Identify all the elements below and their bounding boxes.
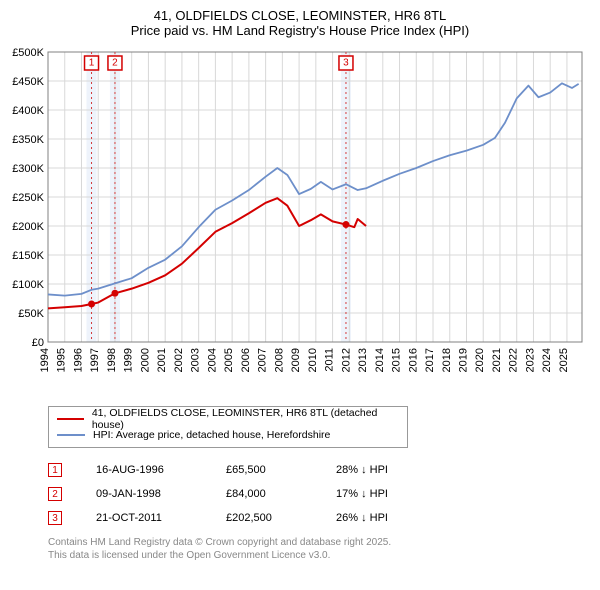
x-tick-label: 2009 xyxy=(290,348,302,372)
sales-row: 2 09-JAN-1998£84,00017% ↓ HPI xyxy=(48,482,600,506)
x-tick-label: 2017 xyxy=(424,348,436,372)
x-tick-label: 2024 xyxy=(541,348,553,372)
x-tick-label: 2010 xyxy=(307,348,319,372)
legend-swatch xyxy=(57,434,85,436)
sale-marker-icon: 2 xyxy=(48,487,62,501)
y-tick-label: £0 xyxy=(32,337,44,349)
x-tick-label: 2006 xyxy=(240,348,252,372)
x-tick-label: 2004 xyxy=(206,348,218,372)
x-tick-label: 2015 xyxy=(391,348,403,372)
x-tick-label: 1996 xyxy=(72,348,84,372)
x-tick-label: 2014 xyxy=(374,348,386,372)
x-tick-label: 1998 xyxy=(106,348,118,372)
x-tick-label: 1997 xyxy=(89,348,101,372)
sale-price: £65,500 xyxy=(226,464,336,476)
legend-label: 41, OLDFIELDS CLOSE, LEOMINSTER, HR6 8TL… xyxy=(92,407,399,431)
y-tick-label: £50K xyxy=(18,308,44,320)
series-marker xyxy=(342,221,349,228)
x-tick-label: 2021 xyxy=(491,348,503,372)
x-tick-label: 2019 xyxy=(457,348,469,372)
sale-price: £202,500 xyxy=(226,512,336,524)
legend: 41, OLDFIELDS CLOSE, LEOMINSTER, HR6 8TL… xyxy=(48,406,408,448)
x-tick-label: 2007 xyxy=(257,348,269,372)
x-tick-label: 2011 xyxy=(324,348,336,372)
x-tick-label: 2025 xyxy=(558,348,570,372)
legend-row: 41, OLDFIELDS CLOSE, LEOMINSTER, HR6 8TL… xyxy=(57,411,399,427)
x-tick-label: 2003 xyxy=(190,348,202,372)
x-tick-label: 2023 xyxy=(524,348,536,372)
y-tick-label: £400K xyxy=(12,105,44,117)
y-tick-label: £350K xyxy=(12,134,44,146)
chart-title-block: 41, OLDFIELDS CLOSE, LEOMINSTER, HR6 8TL… xyxy=(0,0,600,42)
x-tick-label: 2001 xyxy=(156,348,168,372)
x-tick-label: 2022 xyxy=(508,348,520,372)
x-tick-label: 1995 xyxy=(56,348,68,372)
sale-marker-icon: 1 xyxy=(48,463,62,477)
sale-marker-number: 3 xyxy=(343,58,349,69)
x-tick-label: 2002 xyxy=(173,348,185,372)
series-marker xyxy=(88,301,95,308)
sale-delta: 26% ↓ HPI xyxy=(336,512,436,524)
x-tick-label: 2008 xyxy=(273,348,285,372)
sale-date: 16-AUG-1996 xyxy=(96,464,226,476)
y-tick-label: £300K xyxy=(12,163,44,175)
x-tick-label: 2012 xyxy=(340,348,352,372)
series-hpi xyxy=(48,83,579,295)
x-tick-label: 1999 xyxy=(123,348,135,372)
footer-line-1: Contains HM Land Registry data © Crown c… xyxy=(48,536,600,549)
y-tick-label: £500K xyxy=(12,47,44,59)
sale-price: £84,000 xyxy=(226,488,336,500)
footer-line-2: This data is licensed under the Open Gov… xyxy=(48,549,600,562)
sales-row: 3 21-OCT-2011£202,50026% ↓ HPI xyxy=(48,506,600,530)
x-tick-label: 2020 xyxy=(474,348,486,372)
x-tick-label: 2018 xyxy=(441,348,453,372)
sale-marker-number: 1 xyxy=(89,58,95,69)
sale-marker-number: 2 xyxy=(112,58,118,69)
y-tick-label: £450K xyxy=(12,76,44,88)
series-marker xyxy=(111,290,118,297)
title-line-2: Price paid vs. HM Land Registry's House … xyxy=(0,23,600,38)
x-tick-label: 2016 xyxy=(407,348,419,372)
y-tick-label: £200K xyxy=(12,221,44,233)
x-tick-label: 2013 xyxy=(357,348,369,372)
sales-table: 1 16-AUG-1996£65,50028% ↓ HPI 2 09-JAN-1998… xyxy=(48,458,600,530)
y-tick-label: £150K xyxy=(12,250,44,262)
sales-row: 1 16-AUG-1996£65,50028% ↓ HPI xyxy=(48,458,600,482)
title-line-1: 41, OLDFIELDS CLOSE, LEOMINSTER, HR6 8TL xyxy=(0,8,600,23)
x-tick-label: 1994 xyxy=(39,348,51,372)
x-tick-label: 2005 xyxy=(223,348,235,372)
x-tick-label: 2000 xyxy=(139,348,151,372)
sale-date: 21-OCT-2011 xyxy=(96,512,226,524)
legend-swatch xyxy=(57,418,84,420)
sale-marker-icon: 3 xyxy=(48,511,62,525)
y-tick-label: £250K xyxy=(12,192,44,204)
chart-svg: £0 £50K £100K £150K £200K £250K £300K £350K £400… xyxy=(0,42,590,402)
y-tick-label: £100K xyxy=(12,279,44,291)
sale-delta: 17% ↓ HPI xyxy=(336,488,436,500)
legend-label: HPI: Average price, detached house, Here… xyxy=(93,429,330,441)
sale-date: 09-JAN-1998 xyxy=(96,488,226,500)
sale-delta: 28% ↓ HPI xyxy=(336,464,436,476)
chart-area: £0 £50K £100K £150K £200K £250K £300K £350K £400… xyxy=(0,42,590,402)
footer-attribution: Contains HM Land Registry data © Crown c… xyxy=(48,536,600,562)
